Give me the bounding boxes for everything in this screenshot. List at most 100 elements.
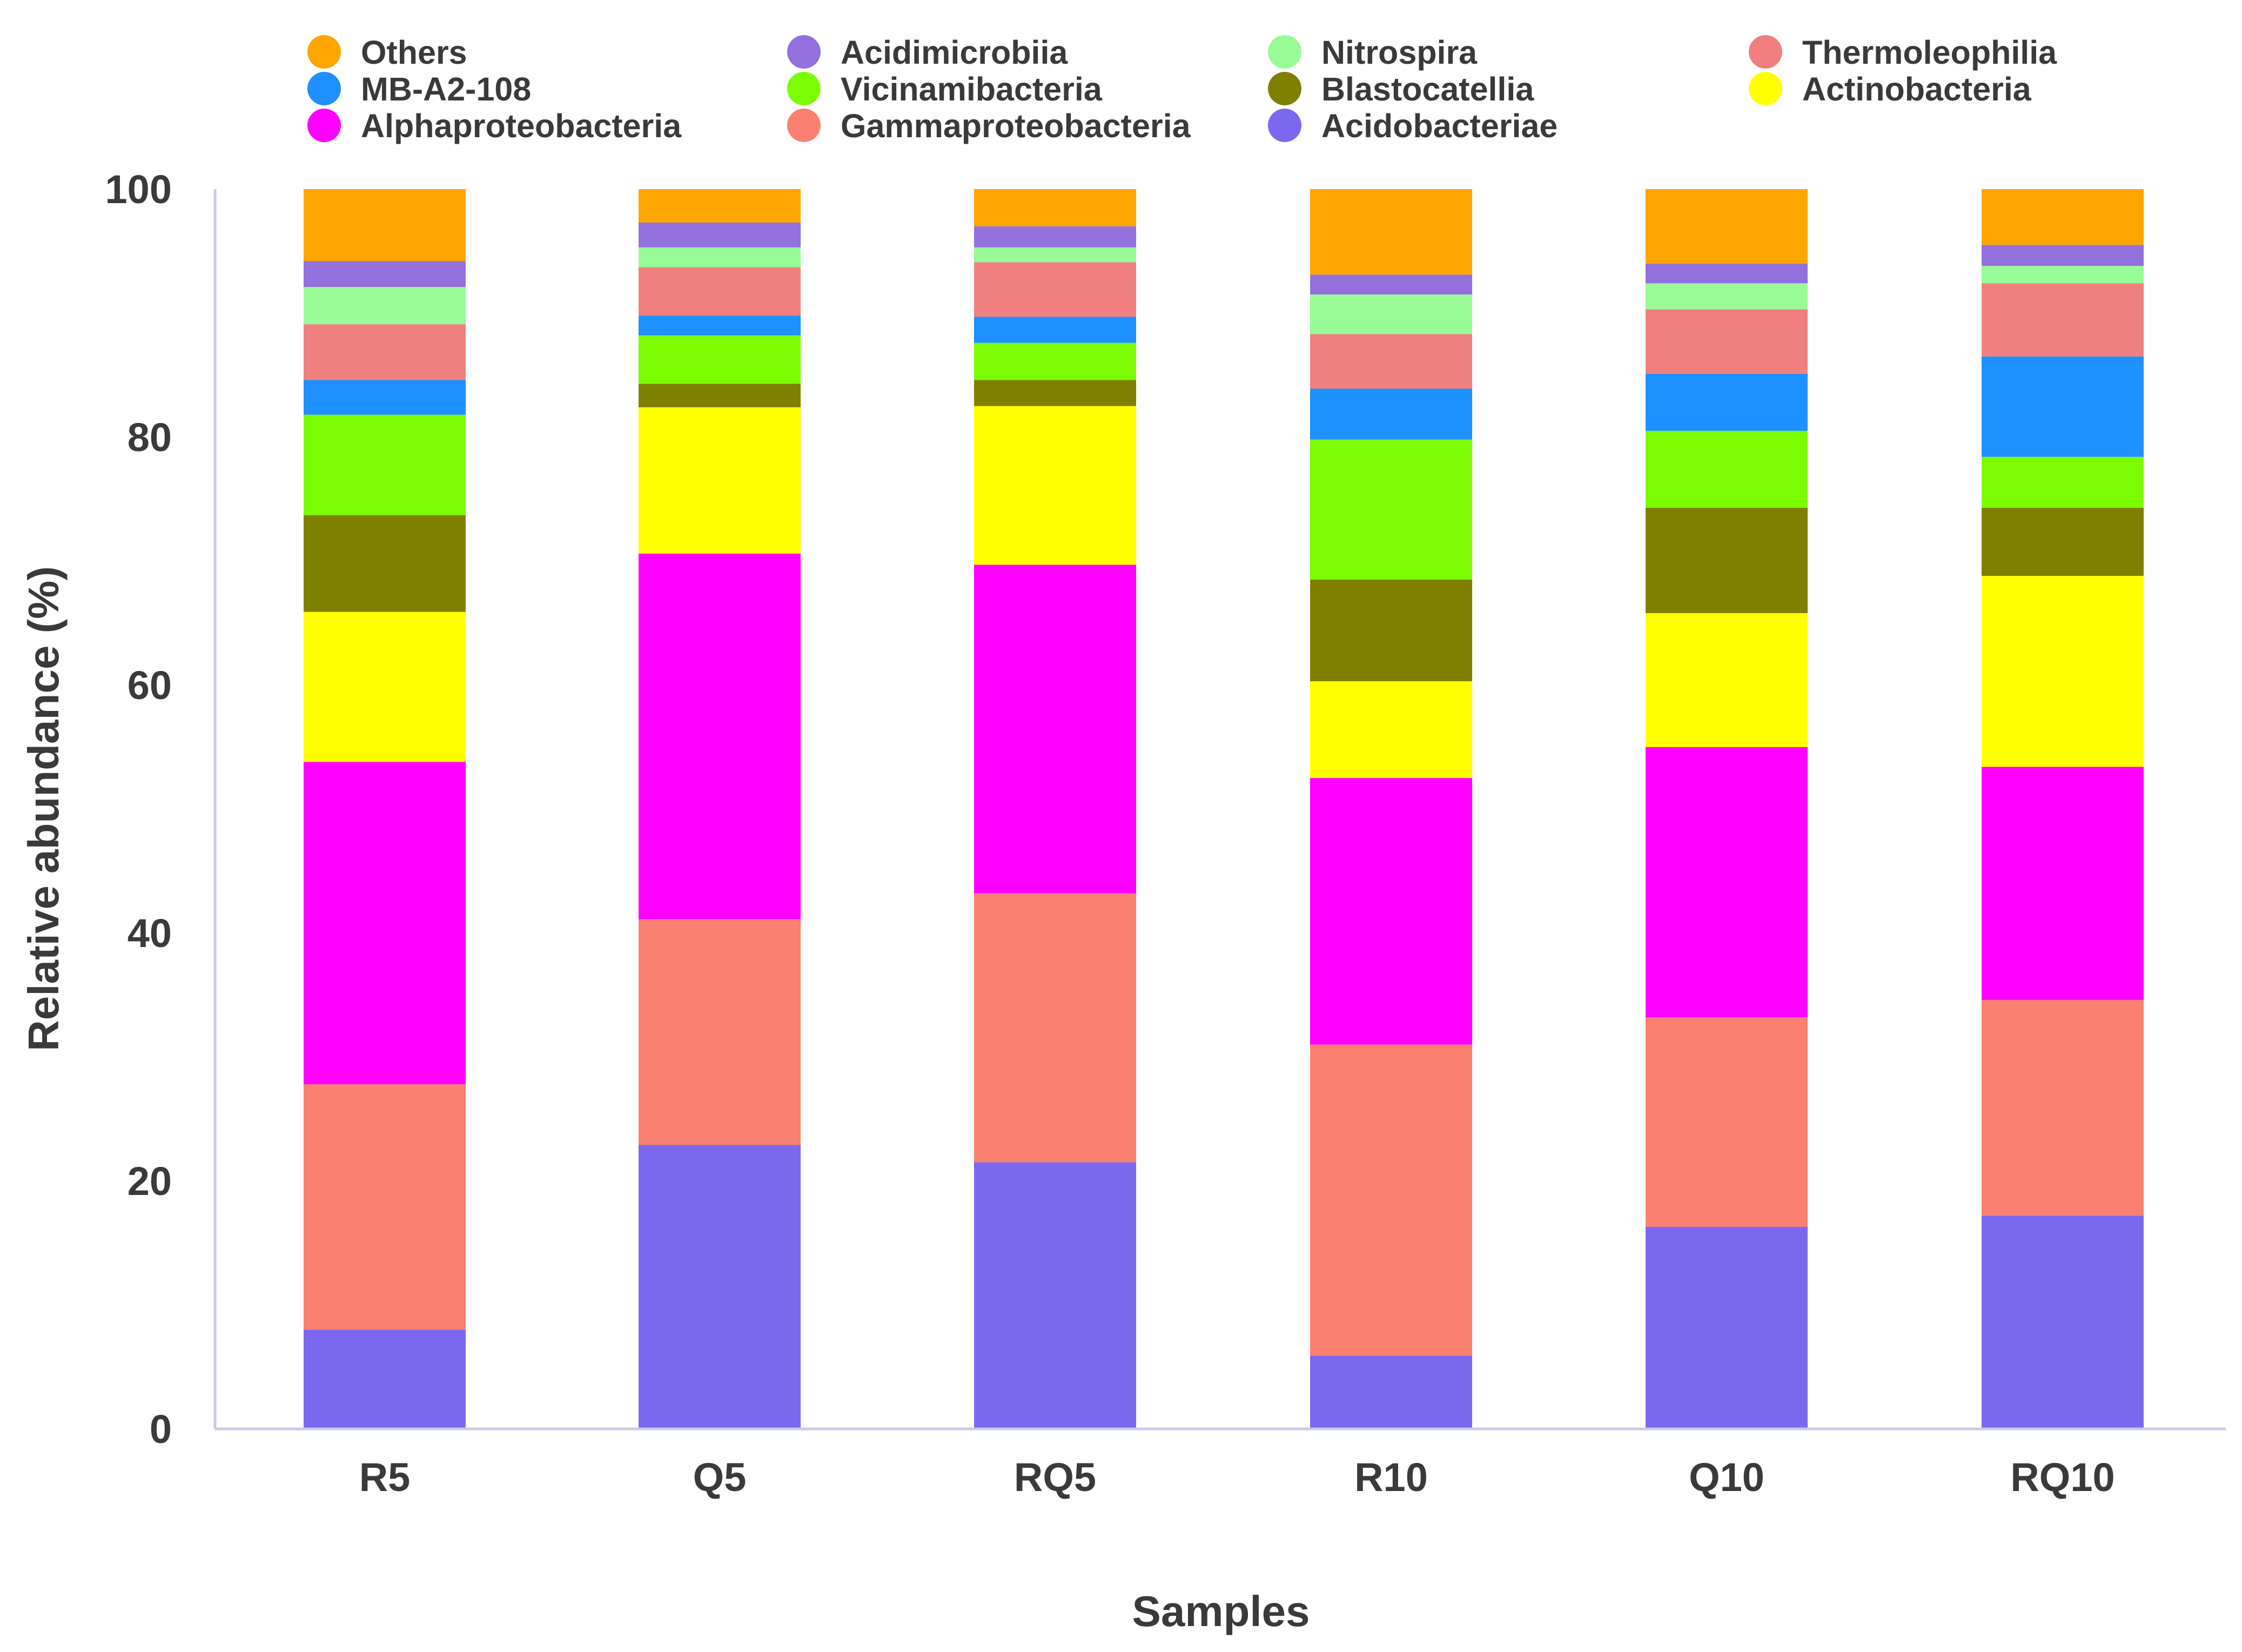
bar-segment-alphaproteobacteria-r10 [1310, 778, 1472, 1045]
bar-segment-gammaproteobacteria-r5 [304, 1084, 466, 1330]
bar-segment-alphaproteobacteria-rq5 [974, 565, 1136, 894]
bar-segment-thermoleophilia-q10 [1646, 309, 1808, 374]
bar-segment-acidobacteriae-r10 [1310, 1355, 1472, 1429]
bar-segment-vicinamibacteria-q5 [639, 335, 801, 384]
x-axis-title: Samples [1132, 1587, 1310, 1635]
y-tick-label: 40 [127, 911, 172, 956]
y-tick-labels: 0 20 40 60 80 100 [105, 167, 172, 1452]
x-tick-labels: R5 Q5 RQ5 R10 Q10 RQ10 [359, 1455, 2115, 1500]
bar-segment-alphaproteobacteria-rq10 [1982, 767, 2144, 1000]
bar-segment-others-q5 [639, 189, 801, 223]
bar-segment-others-r10 [1310, 189, 1472, 275]
bar-segment-nitrospira-r10 [1310, 294, 1472, 334]
bar-segment-acidimicrobiia-rq5 [974, 226, 1136, 247]
bar-segment-mb-a2-108-rq10 [1982, 356, 2144, 457]
bar-segment-thermoleophilia-rq10 [1982, 283, 2144, 357]
bar-segment-acidimicrobiia-r5 [304, 261, 466, 287]
bar-segment-gammaproteobacteria-q10 [1646, 1017, 1808, 1227]
bar-segment-blastocatellia-rq10 [1982, 507, 2144, 576]
bar-segment-mb-a2-108-q10 [1646, 373, 1808, 431]
legend-marker [1268, 72, 1301, 105]
bar-segment-actinobacteria-q10 [1646, 613, 1808, 747]
bar-segment-acidimicrobiia-r10 [1310, 274, 1472, 295]
bar-segment-thermoleophilia-r5 [304, 324, 466, 380]
bar-segment-nitrospira-r5 [304, 287, 466, 325]
bar-segment-actinobacteria-rq10 [1982, 576, 2144, 767]
bar-segment-actinobacteria-r10 [1310, 681, 1472, 778]
x-tick-label: R10 [1354, 1455, 1428, 1500]
bar-segment-acidimicrobiia-q10 [1646, 263, 1808, 284]
legend-marker [307, 109, 341, 142]
bar-segment-thermoleophilia-r10 [1310, 334, 1472, 389]
legend: Others Acidimicrobiia Nitrospira Thermoleop… [307, 34, 2057, 144]
legend-marker [307, 72, 341, 105]
legend-label: Blastocatellia [1321, 71, 1534, 108]
legend-label: Thermoleophilia [1802, 34, 2057, 71]
legend-marker [1749, 35, 1782, 69]
bar-segment-alphaproteobacteria-q10 [1646, 747, 1808, 1018]
bar-segment-blastocatellia-r10 [1310, 579, 1472, 682]
bar-segment-mb-a2-108-q5 [639, 315, 801, 335]
bar-segment-others-q10 [1646, 189, 1808, 264]
legend-label: Gammaproteobacteria [841, 108, 1191, 144]
bar-segment-vicinamibacteria-rq5 [974, 343, 1136, 380]
bar-segment-acidobacteriae-r5 [304, 1329, 466, 1429]
legend-label: Nitrospira [1321, 34, 1478, 71]
bar-segment-mb-a2-108-r5 [304, 380, 466, 415]
bar-segment-gammaproteobacteria-r10 [1310, 1044, 1472, 1356]
y-tick-label: 60 [127, 663, 172, 708]
bar-segment-others-rq5 [974, 189, 1136, 226]
bar-segment-gammaproteobacteria-rq10 [1982, 999, 2144, 1216]
legend-marker [1268, 109, 1301, 142]
bar-segment-vicinamibacteria-rq10 [1982, 456, 2144, 508]
bar-segment-gammaproteobacteria-rq5 [974, 893, 1136, 1163]
bar-segment-vicinamibacteria-q10 [1646, 431, 1808, 508]
legend-label: Others [361, 34, 467, 71]
bar-segment-blastocatellia-r5 [304, 515, 466, 612]
legend-marker [307, 35, 341, 69]
y-tick-label: 80 [127, 415, 172, 460]
bar-segment-blastocatellia-q10 [1646, 507, 1808, 613]
x-tick-label: RQ5 [1014, 1455, 1096, 1500]
x-tick-label: R5 [359, 1455, 411, 1500]
bar-segment-actinobacteria-r5 [304, 612, 466, 762]
legend-label: Acidobacteriae [1321, 108, 1558, 144]
legend-label: MB-A2-108 [361, 71, 531, 108]
bar-segment-thermoleophilia-q5 [639, 267, 801, 316]
bar-segment-blastocatellia-rq5 [974, 380, 1136, 406]
bar-segment-nitrospira-q10 [1646, 283, 1808, 310]
bar-segment-others-r5 [304, 189, 466, 261]
bar-segment-nitrospira-rq5 [974, 247, 1136, 263]
x-tick-label: Q5 [693, 1455, 747, 1500]
bar-segment-acidimicrobiia-q5 [639, 222, 801, 247]
bar-segment-mb-a2-108-r10 [1310, 388, 1472, 440]
legend-marker [1749, 72, 1782, 105]
legend-label: Acidimicrobiia [841, 34, 1068, 71]
legend-marker [787, 109, 821, 142]
legend-label: Alphaproteobacteria [361, 108, 682, 144]
bar-segment-alphaproteobacteria-q5 [639, 553, 801, 919]
bar-segment-mb-a2-108-rq5 [974, 317, 1136, 343]
legend-marker [787, 72, 821, 105]
bar-segment-acidobacteriae-rq10 [1982, 1216, 2144, 1429]
bar-segment-nitrospira-rq10 [1982, 266, 2144, 284]
bar-segment-actinobacteria-rq5 [974, 406, 1136, 565]
x-tick-label: Q10 [1689, 1455, 1764, 1500]
bar-segment-actinobacteria-q5 [639, 407, 801, 554]
bar-segment-vicinamibacteria-r5 [304, 414, 466, 515]
bar-segment-others-rq10 [1982, 189, 2144, 245]
legend-label: Actinobacteria [1802, 71, 2032, 108]
bars [304, 189, 2144, 1429]
bar-segment-blastocatellia-q5 [639, 384, 801, 407]
bar-segment-gammaproteobacteria-q5 [639, 919, 801, 1145]
legend-marker [1268, 35, 1301, 69]
bar-segment-alphaproteobacteria-r5 [304, 762, 466, 1084]
legend-label: Vicinamibacteria [841, 71, 1103, 108]
bar-segment-acidobacteriae-q5 [639, 1145, 801, 1429]
bar-segment-acidobacteriae-q10 [1646, 1226, 1808, 1429]
y-tick-label: 100 [105, 167, 172, 212]
bar-segment-nitrospira-q5 [639, 247, 801, 267]
y-tick-label: 0 [150, 1407, 172, 1452]
bar-segment-acidimicrobiia-rq10 [1982, 245, 2144, 266]
